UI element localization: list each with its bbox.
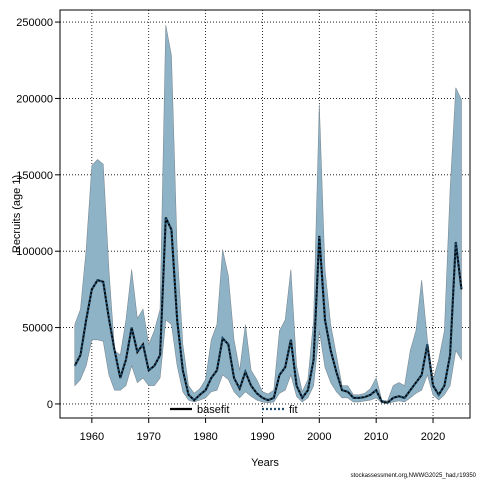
x-tick-label: 1960 [80, 431, 104, 443]
footer-note: stockassessment.org,NWWG2025_had,r19350 [351, 473, 477, 479]
y-tick-label: 200000 [16, 93, 53, 105]
legend-label: basefit [197, 404, 229, 416]
y-tick-label: 0 [47, 399, 53, 411]
y-tick-label: 150000 [16, 170, 53, 182]
x-tick-label: 1970 [136, 431, 160, 443]
x-tick-label: 1990 [250, 431, 274, 443]
y-axis-label: Recruits (age 1) [11, 175, 23, 253]
y-tick-label: 250000 [16, 17, 53, 29]
y-tick-label: 50000 [22, 323, 53, 335]
legend-label: fit [289, 404, 298, 416]
x-tick-label: 2020 [421, 431, 445, 443]
plot-frame [59, 9, 471, 419]
x-tick-label: 2010 [364, 431, 388, 443]
x-tick-label: 2000 [307, 431, 331, 443]
series-line [73, 217, 463, 404]
x-axis-label: Years [251, 457, 279, 469]
y-tick-label: 100000 [16, 246, 53, 258]
confidence-band [74, 25, 462, 404]
x-tick-label: 1980 [193, 431, 217, 443]
